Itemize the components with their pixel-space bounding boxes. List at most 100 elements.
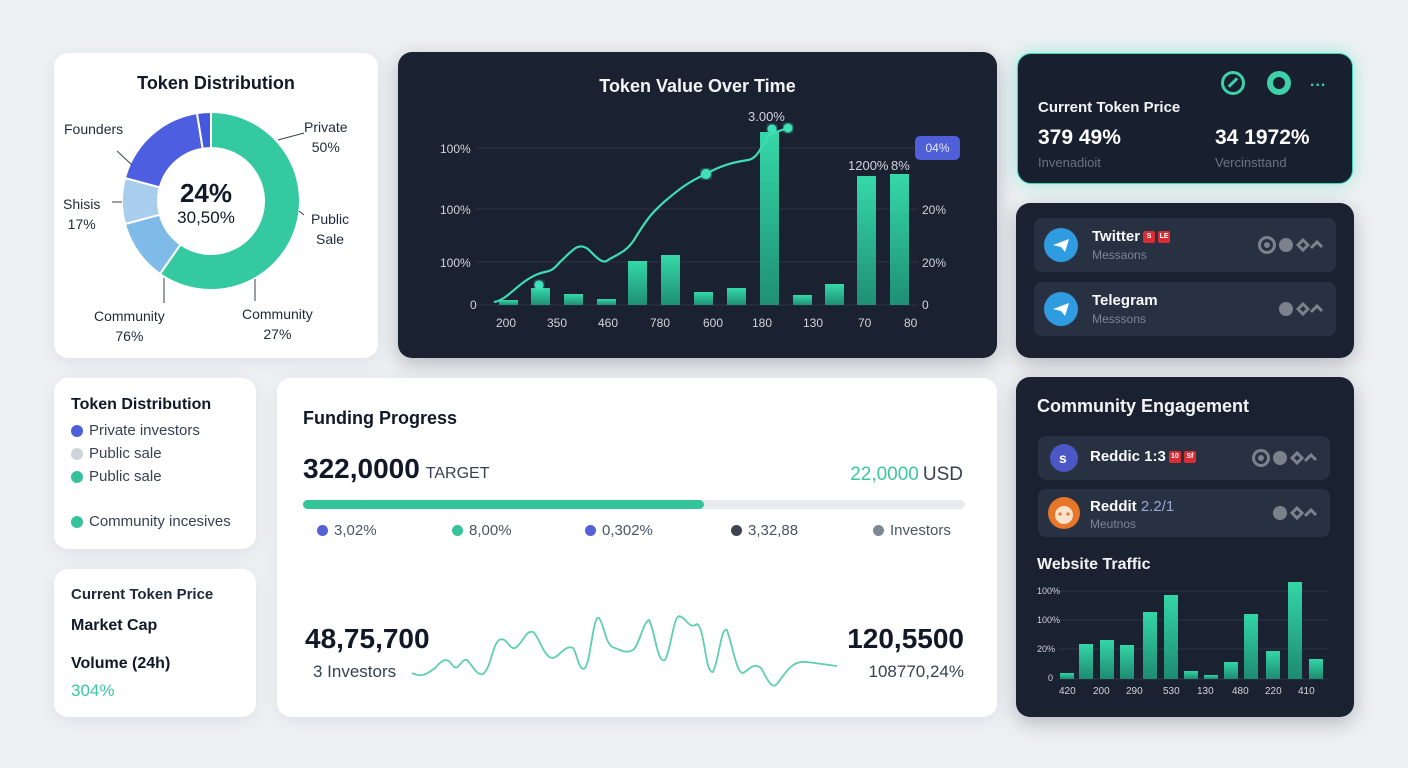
- funding-stat: 3,02%: [317, 522, 377, 539]
- donut-label-public-sale: Public Sale: [311, 211, 350, 247]
- value-chart: [476, 123, 918, 306]
- price-sub-2: Vercinsttand: [1215, 155, 1287, 170]
- funding-progress-card: Funding Progress 322,0000 TARGET 22,0000 U…: [277, 378, 997, 717]
- traffic-y-tick: 0: [1048, 673, 1054, 683]
- donut-label-community-2: Community 27%: [242, 306, 313, 342]
- telegram-plane-icon: [1044, 228, 1078, 262]
- price-value-1: 379 49%: [1038, 126, 1121, 149]
- website-traffic-title: Website Traffic: [1037, 556, 1151, 573]
- y-right-tick-1: 20%: [922, 203, 947, 217]
- notification-badge: 10: [1168, 451, 1181, 464]
- current-price-card: ... Current Token Price 379 49% Invenadi…: [1017, 53, 1353, 184]
- row-actions[interactable]: [1279, 299, 1324, 319]
- donut-center-value: 24%: [179, 178, 233, 208]
- refresh-icon[interactable]: [1267, 71, 1291, 95]
- funding-investors-count: 3 Investors: [313, 662, 397, 681]
- reddit-icon: [1048, 497, 1080, 529]
- sync-icon[interactable]: [1221, 71, 1245, 95]
- legend-title: Token Distribution: [71, 396, 212, 413]
- stat-dot-icon: [585, 525, 596, 536]
- more-icon[interactable]: ...: [1310, 73, 1327, 90]
- donut-label-private: Private 50%: [304, 119, 348, 155]
- current-price-label: Current Token Price: [71, 586, 214, 603]
- x-tick: 200: [496, 316, 517, 330]
- funding-stat: Investors: [873, 522, 951, 539]
- stat-dot-icon: [317, 525, 328, 536]
- y-right-tick-2: 20%: [922, 256, 947, 270]
- traffic-y-tick: 100%: [1037, 586, 1061, 596]
- community-engagement-card: Community Engagement s Reddic 1:3 10 Sf Re…: [1016, 377, 1354, 717]
- traffic-y-tick: 20%: [1037, 644, 1056, 654]
- bar-annotation-2: 8%: [891, 158, 910, 173]
- funding-stat: 0,302%: [585, 522, 653, 539]
- x-tick: 70: [858, 316, 872, 330]
- svg-text:s: s: [1059, 450, 1067, 466]
- row-actions[interactable]: [1252, 448, 1318, 468]
- stat-dot-icon: [452, 525, 463, 536]
- market-cap-label: Market Cap: [71, 617, 158, 634]
- legend-item: Community incesives: [71, 513, 231, 530]
- donut-label-community-1: Community 76%: [94, 308, 165, 344]
- donut-chart: [112, 110, 305, 303]
- row-actions[interactable]: [1258, 235, 1324, 255]
- price-value-2: 34 1972%: [1215, 126, 1310, 149]
- notification-badge: S: [1143, 231, 1156, 244]
- y-left-tick-1: 100%: [440, 142, 471, 156]
- traffic-x-tick: 130: [1197, 686, 1214, 697]
- community-row-reddit-2[interactable]: Reddit 2.2/1 Meutnos: [1038, 489, 1330, 537]
- social-row-twitter[interactable]: Twitter S LE Messaons: [1034, 218, 1336, 272]
- social-name: Twitter S LE: [1092, 228, 1171, 245]
- social-row-telegram[interactable]: Telegram Messsons: [1034, 282, 1336, 336]
- traffic-x-tick: 410: [1298, 686, 1315, 697]
- volume-value: 304%: [71, 681, 115, 700]
- target-icon: [1258, 236, 1276, 254]
- discord-icon: s: [1050, 444, 1078, 472]
- y-left-tick-4: 0: [470, 298, 477, 312]
- x-tick: 350: [547, 316, 568, 330]
- x-tick: 130: [803, 316, 824, 330]
- y-left-tick-2: 100%: [440, 203, 471, 217]
- community-name: Reddit 2.2/1: [1090, 498, 1175, 515]
- donut-title: Token Distribution: [137, 73, 295, 93]
- traffic-x-tick: 200: [1093, 686, 1110, 697]
- notification-badge: LE: [1158, 231, 1171, 244]
- link-icon: [1290, 450, 1318, 466]
- row-actions[interactable]: [1273, 503, 1318, 523]
- telegram-plane-icon: [1044, 292, 1078, 326]
- value-badge[interactable]: 04%: [915, 136, 960, 160]
- legend-dot-icon: [71, 447, 83, 460]
- target-icon: [1252, 449, 1270, 467]
- traffic-x-tick: 480: [1232, 686, 1249, 697]
- value-chart-title: Token Value Over Time: [599, 76, 796, 96]
- token-distribution-legend-card: Token Distribution Private investors Pub…: [54, 378, 256, 549]
- traffic-x-tick: 220: [1265, 686, 1282, 697]
- y-right-tick-3: 0: [922, 298, 929, 312]
- traffic-x-tick: 530: [1163, 686, 1180, 697]
- token-value-chart-card: Token Value Over Time 1: [398, 52, 997, 358]
- funding-bottom-right-sub: 108770,24%: [868, 662, 964, 681]
- funding-bottom-right-value: 120,5500: [847, 623, 964, 654]
- community-name: Reddic 1:3 10 Sf: [1090, 448, 1196, 465]
- link-icon: [1296, 237, 1324, 253]
- dot-icon: [1273, 506, 1287, 520]
- funding-stat: 8,00%: [452, 522, 512, 539]
- community-title: Community Engagement: [1037, 396, 1250, 416]
- x-tick: 80: [904, 316, 918, 330]
- x-tick: 460: [598, 316, 619, 330]
- x-tick: 180: [752, 316, 773, 330]
- community-row-reddit-1[interactable]: s Reddic 1:3 10 Sf: [1038, 436, 1330, 480]
- dot-icon: [1279, 302, 1293, 316]
- x-tick: 780: [650, 316, 671, 330]
- dot-icon: [1279, 238, 1293, 252]
- donut-label-shisis: Shisis 17%: [63, 196, 101, 232]
- funding-sparkline: [411, 615, 838, 687]
- price-sub-1: Invenadioit: [1038, 155, 1101, 170]
- funding-title: Funding Progress: [303, 408, 458, 428]
- donut-center-sub: 30,50%: [177, 208, 235, 227]
- traffic-y-tick: 100%: [1037, 615, 1061, 625]
- funding-stat: 3,32,88: [731, 522, 798, 539]
- traffic-x-tick: 420: [1059, 686, 1076, 697]
- funding-bottom-left-value: 48,75,700: [305, 623, 430, 654]
- funding-goal: 22,0000 USD: [850, 464, 963, 485]
- community-sub: Meutnos: [1090, 517, 1137, 531]
